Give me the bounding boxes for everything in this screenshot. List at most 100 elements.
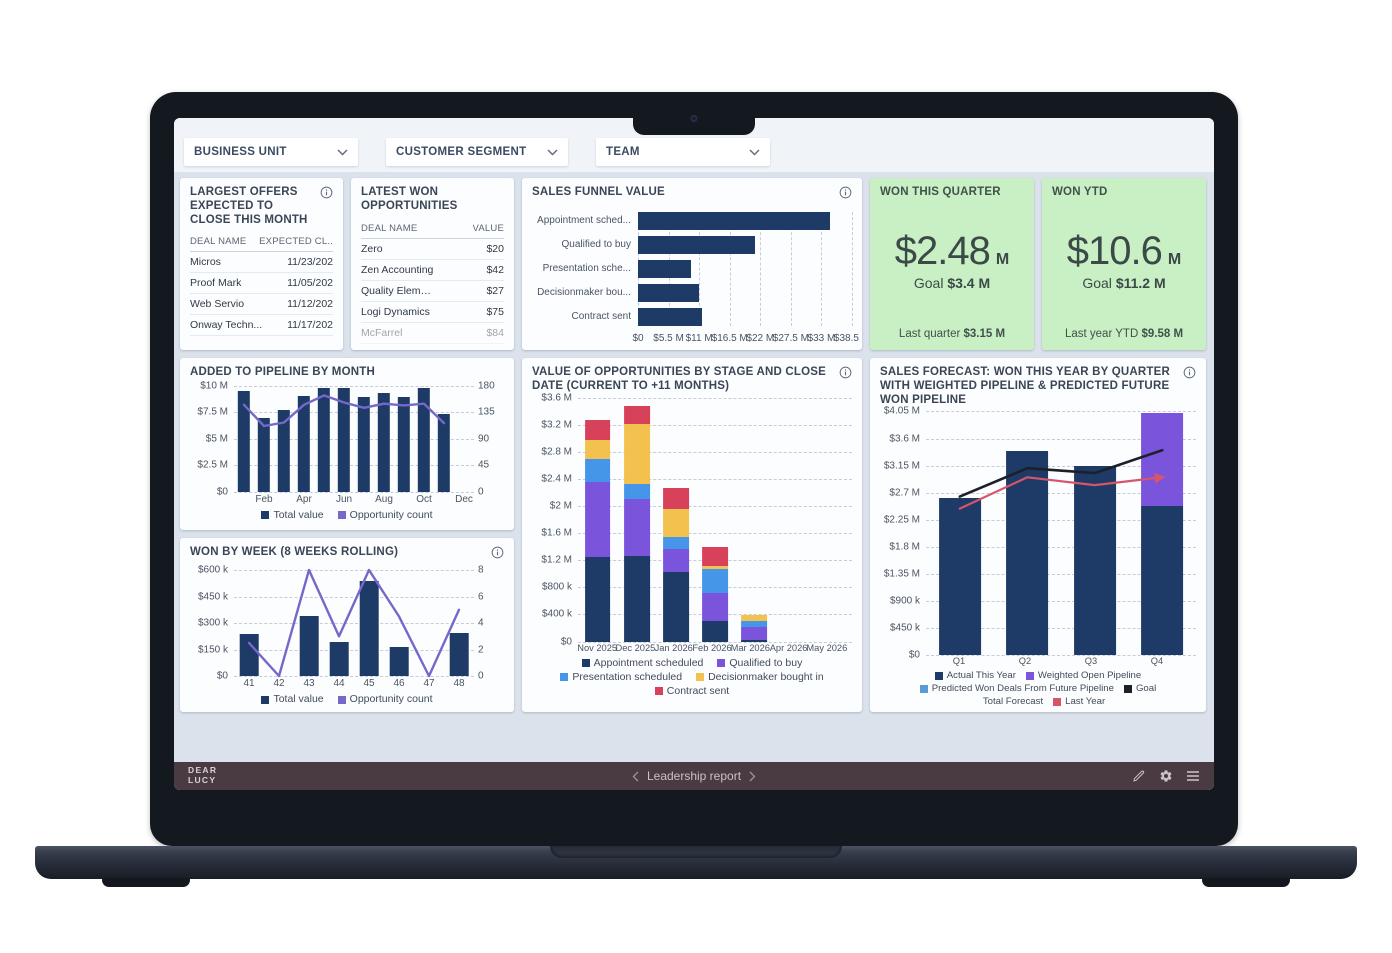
table-row[interactable]: Micros 11/23/202 xyxy=(190,252,333,274)
chevron-right-icon[interactable] xyxy=(749,771,756,782)
table-row[interactable]: Zen Accounting $42 xyxy=(361,260,504,281)
bar-segment[interactable] xyxy=(702,621,728,642)
bar-segment[interactable] xyxy=(702,593,728,622)
bar[interactable] xyxy=(277,410,291,492)
bar-segment[interactable] xyxy=(662,549,689,572)
bar-segment[interactable] xyxy=(1141,505,1184,656)
legend-item[interactable]: Qualified to buy xyxy=(717,657,802,670)
legend-item[interactable]: Opportunity count xyxy=(337,693,433,706)
bar-segment[interactable] xyxy=(741,621,768,627)
deal-name-cell: Zen Accounting xyxy=(361,263,434,276)
bar-segment[interactable] xyxy=(623,499,650,557)
table-row[interactable]: McFarrel $84 xyxy=(361,323,504,344)
bar[interactable] xyxy=(449,632,469,676)
bar-segment[interactable] xyxy=(584,419,611,441)
legend-item[interactable]: Decisionmaker bought in xyxy=(696,671,824,684)
legend-item[interactable]: Total value xyxy=(261,693,324,706)
menu-hamburger-icon[interactable] xyxy=(1186,770,1200,782)
bar[interactable] xyxy=(239,634,259,676)
legend-item[interactable]: Appointment scheduled xyxy=(581,657,703,670)
bar-segment[interactable] xyxy=(584,458,611,483)
chevron-left-icon[interactable] xyxy=(632,771,639,782)
bar-segment[interactable] xyxy=(662,488,689,510)
kpi-goal-label: Goal xyxy=(1082,275,1112,291)
bar-segment[interactable] xyxy=(623,406,650,425)
funnel-bar[interactable] xyxy=(638,260,691,278)
axis-tick-label: 42 xyxy=(273,678,285,689)
info-icon[interactable] xyxy=(491,546,504,564)
bar[interactable] xyxy=(397,397,411,492)
bar[interactable] xyxy=(357,397,371,492)
bar-segment[interactable] xyxy=(584,556,611,642)
bar-segment[interactable] xyxy=(702,569,728,594)
info-icon[interactable] xyxy=(839,186,852,204)
gridline xyxy=(926,411,1196,413)
table-row[interactable]: Logi Dynamics $75 xyxy=(361,302,504,323)
legend-item[interactable]: Weighted Open Pipeline xyxy=(1025,670,1141,682)
bar[interactable] xyxy=(237,391,251,492)
bar-segment[interactable] xyxy=(584,482,611,557)
bar-segment[interactable] xyxy=(741,639,768,642)
bar-segment[interactable] xyxy=(702,547,728,566)
legend-item[interactable]: Actual This Year xyxy=(934,670,1016,682)
business-unit-dropdown[interactable]: BUSINESS UNIT xyxy=(184,138,358,166)
bar-segment[interactable] xyxy=(623,424,650,485)
axis-tick-label: $1.35 M xyxy=(883,568,920,580)
table-row[interactable]: Proof Mark 11/05/202 xyxy=(190,273,333,295)
bar-segment[interactable] xyxy=(584,440,611,459)
bar[interactable] xyxy=(317,387,331,492)
bar[interactable] xyxy=(329,641,349,676)
info-icon[interactable] xyxy=(1183,366,1196,384)
bar-segment[interactable] xyxy=(662,571,689,642)
won-this-quarter-card: WON THIS QUARTER $2.48 M Goal $3.4 M Las… xyxy=(870,178,1034,350)
funnel-bar[interactable] xyxy=(638,212,830,230)
legend-item[interactable]: Total value xyxy=(261,509,324,522)
bar[interactable] xyxy=(337,387,351,492)
legend-item[interactable]: Goal xyxy=(1123,683,1156,695)
bar-segment[interactable] xyxy=(662,536,689,550)
legend-item[interactable]: Total Forecast xyxy=(971,696,1043,708)
bar[interactable] xyxy=(257,417,271,492)
info-icon[interactable] xyxy=(320,186,333,204)
bar[interactable] xyxy=(297,396,311,492)
customer-segment-dropdown[interactable]: CUSTOMER SEGMENT xyxy=(386,138,568,166)
report-breadcrumb[interactable]: Leadership report xyxy=(632,769,756,783)
legend-item[interactable]: Presentation scheduled xyxy=(560,671,682,684)
legend-item[interactable]: Last Year xyxy=(1053,696,1105,708)
legend-item[interactable]: Contract sent xyxy=(654,685,729,698)
bar-segment[interactable] xyxy=(702,565,728,570)
table-row[interactable]: Web Servio 11/12/202 xyxy=(190,294,333,316)
table-row[interactable]: Quality Elem… $27 xyxy=(361,281,504,302)
chart-plot xyxy=(926,411,1196,657)
bar-line-chart-body: $600 k $450 k $300 k $150 k $0 8 6 4 2 0 xyxy=(190,565,504,682)
info-icon[interactable] xyxy=(839,366,852,384)
won-by-week-chart: $600 k $450 k $300 k $150 k $0 8 6 4 2 0 41 42 43 44 4… xyxy=(190,565,504,706)
funnel-bar[interactable] xyxy=(638,308,702,326)
bar-segment[interactable] xyxy=(1141,412,1184,506)
legend-item[interactable]: Predicted Won Deals From Future Pipeline xyxy=(919,683,1114,695)
bar-segment[interactable] xyxy=(623,484,650,500)
edit-pencil-icon[interactable] xyxy=(1132,769,1146,783)
bar[interactable] xyxy=(377,393,391,492)
bar-segment[interactable] xyxy=(662,509,689,537)
gridline xyxy=(234,385,474,387)
settings-gear-icon[interactable] xyxy=(1159,769,1173,783)
x-axis-labels: Q1 Q2 Q3 Q4 xyxy=(926,655,1190,667)
table-row[interactable]: Zero $20 xyxy=(361,239,504,260)
bar-segment[interactable] xyxy=(623,556,650,642)
team-dropdown[interactable]: TEAM xyxy=(596,138,770,166)
bar-segment[interactable] xyxy=(741,614,768,622)
bar-segment[interactable] xyxy=(741,626,768,640)
bar[interactable] xyxy=(299,615,319,676)
chart-plot xyxy=(234,568,474,678)
bar[interactable] xyxy=(359,580,379,676)
bar-segment[interactable] xyxy=(938,497,981,656)
bar[interactable] xyxy=(417,387,431,492)
bar[interactable] xyxy=(389,646,409,676)
legend-item[interactable]: Opportunity count xyxy=(337,509,433,522)
funnel-bar[interactable] xyxy=(638,236,755,254)
table-row[interactable]: Onway Techn... 11/17/202 xyxy=(190,315,333,337)
funnel-bar[interactable] xyxy=(638,284,700,302)
bar-segment[interactable] xyxy=(1073,465,1116,656)
bar[interactable] xyxy=(437,414,451,492)
